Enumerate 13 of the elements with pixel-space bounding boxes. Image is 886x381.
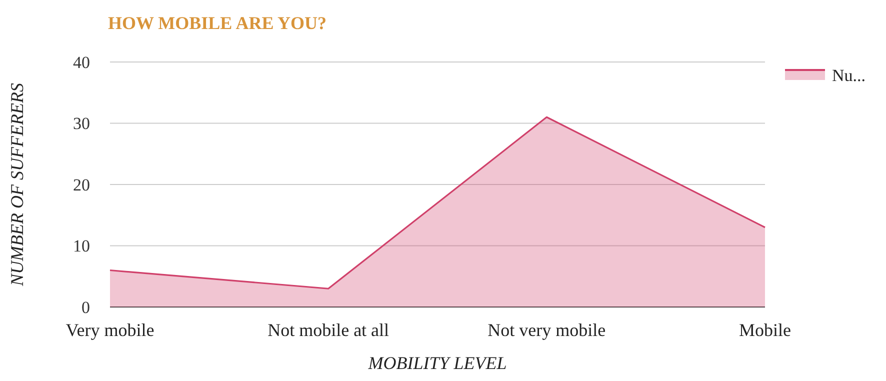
y-tick-label: 20 <box>73 175 90 194</box>
x-tick-label: Mobile <box>739 320 792 340</box>
y-tick-label: 10 <box>73 236 90 256</box>
y-tick-label: 40 <box>73 52 90 72</box>
chart-title: HOW MOBILE ARE YOU? <box>108 13 327 33</box>
x-tick-label: Not mobile at all <box>268 320 390 340</box>
legend-label: Nu... <box>832 66 866 85</box>
x-tick-label: Very mobile <box>66 320 154 340</box>
y-axis-title: NUMBER OF SUFFERERS <box>7 83 27 287</box>
x-axis-title: MOBILITY LEVEL <box>367 353 507 373</box>
x-tick-label: Not very mobile <box>488 320 606 340</box>
y-tick-label: 30 <box>73 114 90 134</box>
y-tick-label: 0 <box>82 298 90 317</box>
